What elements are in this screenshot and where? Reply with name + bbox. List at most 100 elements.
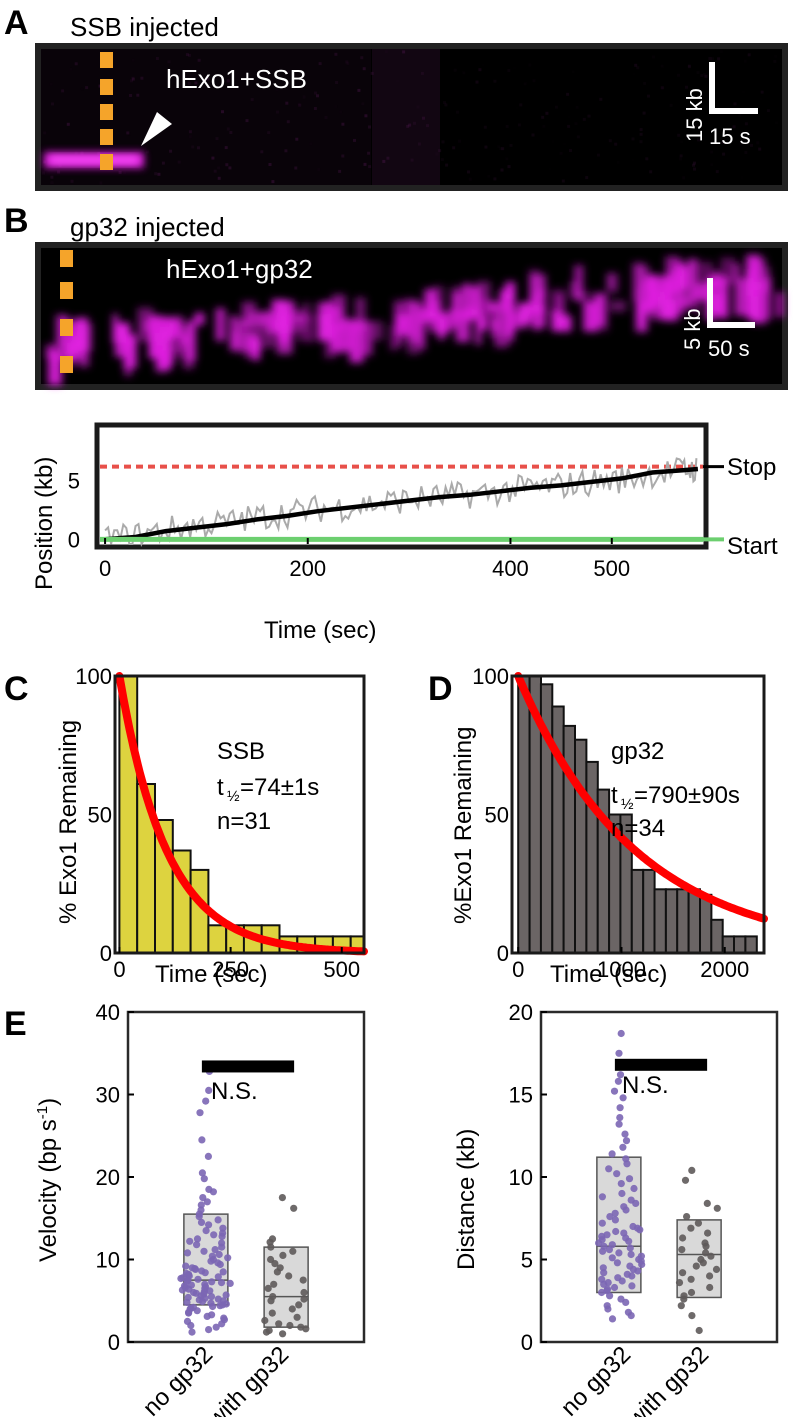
box-y-tick-label: 30 [96,1083,120,1108]
kymo-a-speckle [660,86,664,90]
kymo-a-speckle [708,57,712,60]
box-y-tick-label: 20 [96,1165,120,1190]
data-point [202,1227,210,1235]
trajectory-x-label: Time (sec) [264,617,376,644]
kymo-a-speckle [413,121,416,125]
data-point [177,1274,185,1283]
kymo-b-streak [528,269,540,311]
kymo-a-speckle [572,70,575,73]
data-point [278,1194,286,1202]
box-y-tick-label: 20 [509,1000,533,1025]
kymo-b-streak [574,265,584,301]
kymo-a-speckle [740,176,743,179]
kymo-a-speckle [361,102,365,106]
kymo-a-speckle [493,79,497,83]
kymo-a-speckle [441,140,445,144]
data-point [212,1323,220,1331]
data-point [706,1283,714,1292]
data-point [267,1243,275,1251]
data-point [687,1275,695,1283]
data-point [615,1120,623,1128]
data-point [638,1260,646,1269]
kymo-a-speckle [679,154,683,158]
kymo-b-streak [389,325,398,351]
scale-bar-y-a: 15 kb [682,88,707,142]
kymo-a-speckle [505,157,509,161]
kymo-a-speckle [744,122,748,126]
data-point [209,1302,217,1311]
kymo-a-speckle [576,135,580,139]
kymo-a-speckle [710,150,714,154]
panel-a-title: SSB injected [70,12,219,42]
traj-y-tick-label: 5 [68,469,80,494]
velocity-y-label-sup: -1 [34,1106,51,1119]
kymo-b-streak [513,311,528,329]
data-point [712,1265,721,1273]
kymo-b-streak [432,286,445,318]
data-point [218,1320,226,1328]
data-point [219,1268,227,1276]
data-point [619,1143,627,1151]
data-point [608,1254,616,1262]
data-point [207,1257,215,1265]
data-point [623,1160,631,1168]
kymo-label-b: hExo1+gp32 [166,254,313,284]
kymo-a-speckle [500,168,504,172]
kymo-a-speckle [509,143,513,147]
data-point [636,1226,644,1234]
data-point [616,1071,625,1079]
kymo-a-speckle [493,177,497,181]
data-point [178,1286,186,1294]
hist-x-tick-label: 250 [212,957,249,982]
kymo-a-speckle [682,176,686,180]
data-point [218,1232,226,1240]
kymo-a-speckle [384,50,388,54]
kymo-a-speckle [458,139,461,143]
kymo-a-speckle [229,131,233,134]
data-point [618,1189,626,1198]
data-point [216,1302,224,1310]
kymo-b-streak [499,290,509,310]
kymo-a-speckle [582,117,586,121]
kymo-a-speckle [364,114,368,118]
data-point [268,1309,276,1317]
kymo-a-speckle [314,91,317,95]
kymo-a-speckle [346,62,350,66]
kymo-b-streak [732,263,741,279]
kymo-a-speckle [548,168,551,171]
kymo-b-streak [687,259,698,299]
traj-x-tick-label: 400 [492,556,529,581]
data-point [615,1249,623,1257]
kymo-a-speckle [452,146,456,150]
kymo-a-speckle [130,79,133,83]
data-point [675,1279,684,1287]
kymo-b-streak [505,281,516,300]
kymo-a-speckle [747,53,751,57]
kymo-a-speckle [596,153,600,157]
kymo-b-streak [302,302,311,321]
hist-y-tick-label: 0 [100,941,112,966]
data-point [182,1262,190,1270]
kymo-a-speckle [353,138,356,142]
data-point [611,1216,620,1224]
data-point [679,1269,687,1277]
kymo-a-speckle [652,55,655,59]
kymo-a-speckle [574,122,578,126]
kymo-a-speckle [766,109,770,113]
data-point [622,1137,631,1145]
trajectory-chart: 0 200 400 500 0 5 Position (kb) Time (sec) St… [31,422,778,644]
start-label: Start [727,533,778,560]
kymo-a-speckle [363,162,367,166]
velocity-boxplot: 0 10 20 30 40 Velocity (bp s-1) N.S. no gp32… [34,1000,366,1417]
histogram-bar [664,888,679,954]
kymo-a-speckle [742,91,745,94]
data-point [692,1262,700,1270]
kymo-a-speckle [545,111,549,115]
kymo-a-speckle [370,71,374,75]
velocity-category-no-gp32: no gp32 [138,1341,218,1417]
kymo-a-speckle [497,145,500,148]
kymo-a-speckle [368,165,372,169]
ssb-annotation-t: t [217,774,224,801]
kymo-a-speckle [435,152,439,156]
kymo-a-speckle [85,86,89,90]
